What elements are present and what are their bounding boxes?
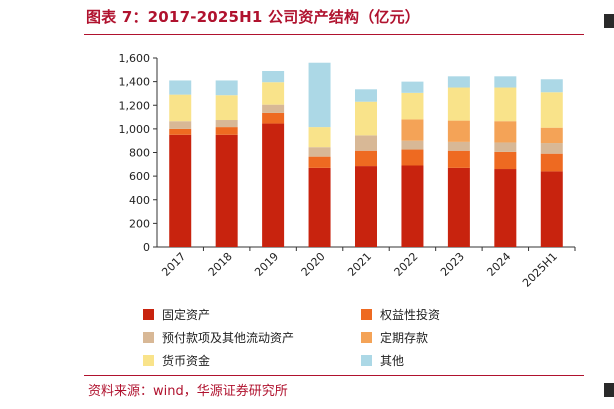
legend-label: 固定资产 (162, 308, 211, 322)
bar-segment (308, 147, 331, 157)
bar-segment (494, 169, 517, 247)
x-tick-label: 2019 (252, 250, 281, 279)
legend-swatch (361, 309, 372, 320)
x-tick-label: 2022 (392, 250, 421, 279)
x-tick-label: 2020 (299, 250, 328, 279)
legend-item-fixed-assets: 固定资产 (143, 304, 361, 325)
source-divider (84, 375, 584, 376)
y-tick-label: 600 (129, 170, 150, 183)
bar-segment (540, 79, 563, 93)
bar-segment (540, 153, 563, 172)
bar-segment (401, 140, 424, 150)
bar-segment (447, 167, 470, 247)
source-note: 资料来源：wind，华源证券研究所 (88, 384, 288, 399)
bar-segment (262, 70, 285, 83)
bar-segment (215, 127, 238, 135)
bar-segment (262, 123, 285, 247)
bar-segment (494, 76, 517, 88)
bar-segment (169, 134, 192, 247)
bar-segment (308, 167, 331, 247)
bar-segment (401, 165, 424, 247)
legend-swatch (143, 332, 154, 343)
y-tick-label: 1,400 (119, 76, 151, 89)
legend-swatch (361, 332, 372, 343)
y-tick-label: 400 (129, 194, 150, 207)
bar-segment (308, 62, 331, 128)
bar-segment (540, 143, 563, 154)
x-tick-label: 2024 (484, 250, 513, 279)
bar-segment (447, 150, 470, 168)
bar-segment (494, 121, 517, 143)
legend-label: 权益性投资 (380, 308, 441, 322)
bar-segment (169, 121, 192, 129)
legend-item-cash: 货币资金 (143, 350, 361, 371)
bar-segment (215, 120, 238, 128)
legend-item-prepayments-other: 预付款项及其他流动资产 (143, 327, 361, 348)
bar-segment (355, 101, 377, 136)
bar-segment (540, 171, 563, 247)
bar-segment (401, 119, 424, 141)
bar-segment (447, 76, 470, 88)
bar-segment (494, 151, 517, 170)
y-tick-label: 1,000 (119, 123, 151, 136)
legend-swatch (143, 309, 154, 320)
bar-segment (494, 142, 517, 152)
x-tick-label: 2017 (159, 250, 188, 279)
bar-segment (355, 135, 377, 151)
bar-segment (262, 112, 285, 124)
bar-segment (447, 120, 470, 142)
y-tick-label: 800 (129, 147, 150, 160)
bar-segment (308, 127, 331, 148)
bar-segment (308, 156, 331, 168)
chart-title: 图表 7：2017-2025H1 公司资产结构（亿元） (86, 8, 420, 26)
x-tick-label: 2018 (206, 250, 235, 279)
bar-segment (215, 80, 238, 96)
title-divider (84, 34, 584, 35)
legend-item-time-deposits: 定期存款 (361, 327, 573, 348)
stacked-bar-chart: 0 200 400 600 800 1,000 1,200 1,400 1,600 2017 201… (119, 52, 576, 290)
bar-segment (447, 141, 470, 151)
bar-segment (355, 89, 377, 102)
bar-segment (401, 81, 424, 93)
legend-swatch (361, 355, 372, 366)
legend-swatch (143, 355, 154, 366)
legend-label: 其他 (380, 354, 405, 368)
legend-label: 预付款项及其他流动资产 (162, 331, 295, 345)
bar-segment (262, 104, 285, 113)
x-tick-label: 2021 (345, 250, 374, 279)
bar-segment (540, 127, 563, 144)
bar-segment (262, 82, 285, 105)
bar-segment (215, 134, 238, 247)
y-tick-label: 1,600 (119, 52, 151, 65)
bar-segment (494, 87, 517, 122)
bar-segment (169, 80, 192, 95)
bar-segment (401, 149, 424, 166)
y-tick-label: 0 (143, 241, 150, 254)
x-tick-label: 2025H1 (520, 250, 560, 290)
bar-segment (169, 94, 192, 122)
legend-label: 货币资金 (162, 354, 211, 368)
bar-segment (540, 92, 563, 128)
bar-segment (355, 166, 377, 247)
y-tick-label: 200 (129, 217, 150, 230)
bar-segment (355, 150, 377, 167)
legend-item-equity-investment: 权益性投资 (361, 304, 573, 325)
bar-segment (215, 95, 238, 121)
legend-item-other: 其他 (361, 350, 573, 371)
legend-label: 定期存款 (380, 331, 429, 345)
bar-segment (447, 87, 470, 121)
y-tick-label: 1,200 (119, 99, 151, 112)
x-tick-label: 2023 (438, 250, 467, 279)
adjacent-page-edge (604, 14, 614, 28)
adjacent-page-edge (604, 383, 614, 397)
chart-legend: 固定资产 权益性投资 预付款项及其他流动资产 定期存款 货币资金 其他 (143, 304, 573, 371)
bar-segment (401, 92, 424, 120)
bar-segment (169, 128, 192, 135)
